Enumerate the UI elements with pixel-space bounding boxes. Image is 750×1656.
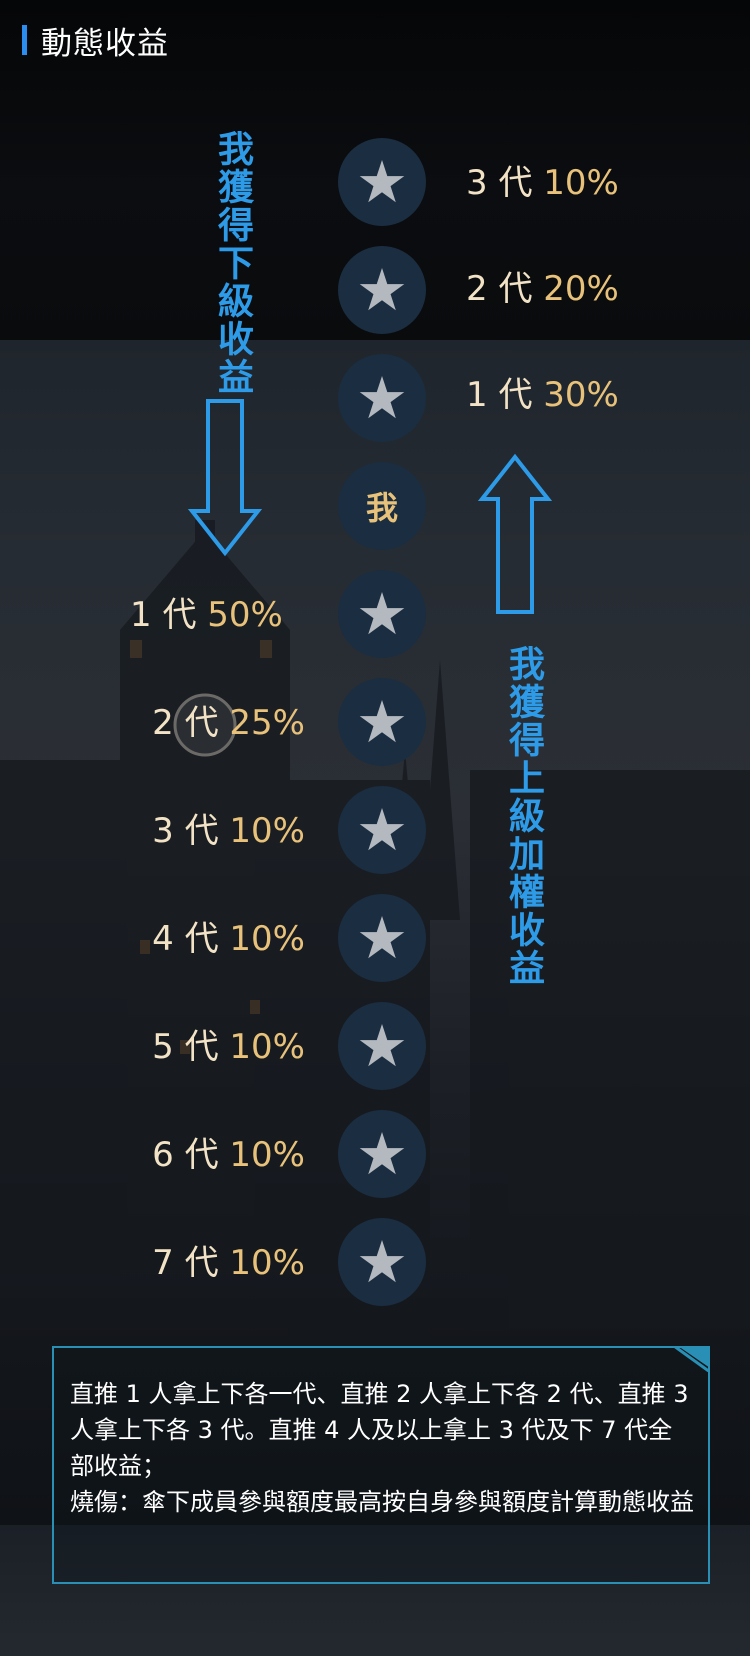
burn-paragraph: 燒傷： 傘下成員參與額度最高按自身參與額度計算動態收益 [70,1484,696,1520]
upper-gen-2-node: ★ [338,246,426,334]
lower-gen-1-node: ★ [338,570,426,658]
burn-text: 傘下成員參與額度最高按自身參與額度計算動態收益 [142,1488,694,1516]
star-icon: ★ [356,688,408,756]
star-icon: ★ [356,256,408,324]
me-node: 我 [338,462,426,550]
star-icon: ★ [356,796,408,864]
me-label: 我 [365,489,398,527]
lower-gen-7-node: ★ [338,1218,426,1306]
star-icon: ★ [356,148,408,216]
down-income-label: 我獲得下級收益 [212,130,253,396]
rule-paragraph: 直推 1 人拿上下各一代、直推 2 人拿上下各 2 代、直推 3 人拿上下各 3… [70,1380,689,1480]
up-income-label: 我獲得上級加權收益 [503,645,544,987]
accent-bar [22,25,27,55]
lower-gen-4-node: ★ [338,894,426,982]
star-icon: ★ [356,1120,408,1188]
lower-gen-6-node: ★ [338,1110,426,1198]
upper-gen-label: 3 代 10% [466,163,619,203]
lower-gen-label: 6 代 10% [152,1135,305,1175]
lower-gen-label: 2 代 25% [152,703,305,743]
corner-decoration-icon [674,1346,710,1372]
star-icon: ★ [356,904,408,972]
up-arrow-icon [477,453,553,614]
lower-gen-label: 5 代 10% [152,1027,305,1067]
city-skyline-image [0,520,750,1340]
rules-note-text: 直推 1 人拿上下各一代、直推 2 人拿上下各 2 代、直推 3 人拿上下各 3… [70,1376,696,1520]
lower-gen-label: 4 代 10% [152,919,305,959]
lower-gen-2-node: ★ [338,678,426,766]
page-title: 動態收益 [41,25,169,62]
lower-gen-3-node: ★ [338,786,426,874]
section-header: 動態收益 [22,20,169,62]
upper-gen-label: 2 代 20% [466,269,619,309]
star-icon: ★ [356,1228,408,1296]
lower-gen-label: 3 代 10% [152,811,305,851]
lower-gen-label: 1 代 50% [130,595,283,635]
upper-gen-3-node: ★ [338,138,426,226]
star-icon: ★ [356,364,408,432]
rules-note-box: 直推 1 人拿上下各一代、直推 2 人拿上下各 2 代、直推 3 人拿上下各 3… [52,1346,710,1584]
lower-gen-5-node: ★ [338,1002,426,1090]
upper-gen-1-node: ★ [338,354,426,442]
lower-gen-label: 7 代 10% [152,1243,305,1283]
star-icon: ★ [356,1012,408,1080]
upper-gen-label: 1 代 30% [466,375,619,415]
burn-label: 燒傷： [70,1488,142,1516]
down-arrow-icon [187,399,263,557]
star-icon: ★ [356,580,408,648]
